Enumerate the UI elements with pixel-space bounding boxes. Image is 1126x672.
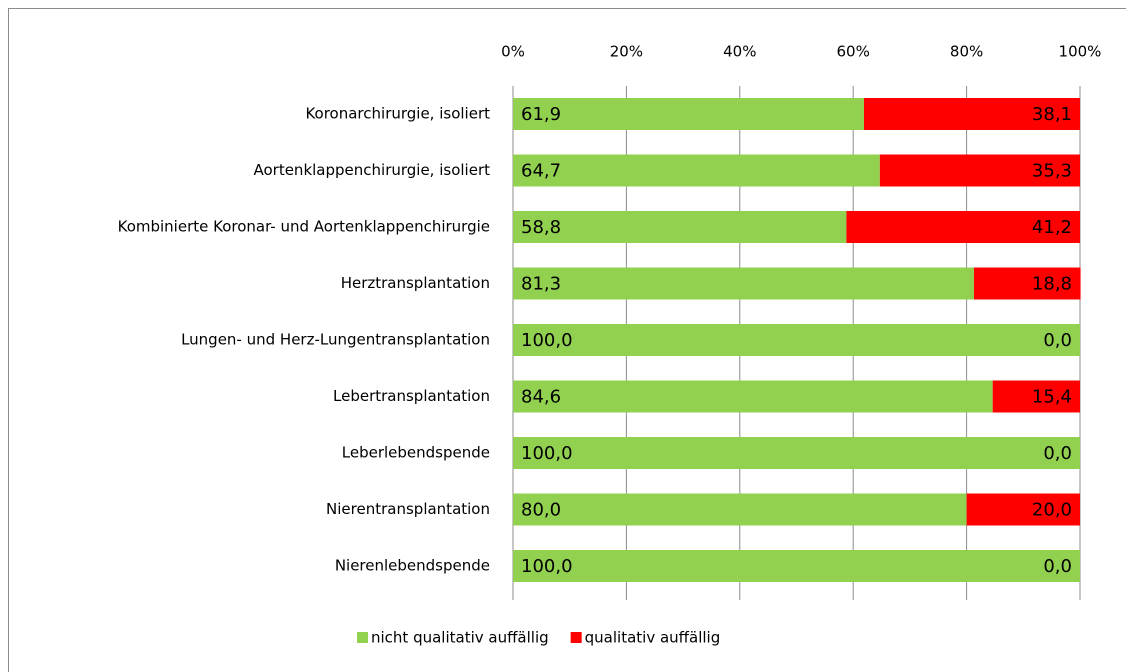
bar-segment: [513, 380, 993, 413]
bar-segment: [513, 324, 1080, 356]
data-label: 84,6: [521, 387, 561, 408]
y-tick-label: Koronarchirurgie, isoliert: [305, 105, 490, 123]
y-tick-label: Aortenklappenchirurgie, isoliert: [253, 161, 490, 179]
bar-segment: [513, 437, 1080, 469]
bar-segment: [513, 211, 847, 243]
bar-segment: [966, 493, 1080, 526]
y-tick-label: Nierentransplantation: [326, 500, 490, 518]
data-label: 0,0: [1043, 556, 1072, 577]
bar-segment: [863, 98, 1080, 130]
x-tick-label: 100%: [1059, 43, 1102, 61]
bar-segment: [513, 267, 974, 300]
bar-segment: [973, 267, 1081, 300]
data-label: 81,3: [521, 274, 561, 295]
data-label: 0,0: [1043, 443, 1072, 464]
y-tick-label: Lungen- und Herz-Lungentransplantation: [181, 331, 490, 349]
x-tick-label: 80%: [950, 43, 983, 61]
data-label: 80,0: [521, 500, 561, 521]
data-label: 58,8: [521, 217, 561, 238]
data-label: 18,8: [1032, 274, 1072, 295]
bar-segment: [879, 154, 1080, 187]
bar-segment: [513, 98, 864, 130]
data-label: 61,9: [521, 104, 561, 125]
bar-segment: [992, 380, 1080, 413]
bar-segment: [513, 550, 1080, 582]
legend-swatch: [570, 632, 582, 643]
x-tick-label: 0%: [501, 43, 525, 61]
bar-segment: [513, 154, 880, 187]
data-label: 41,2: [1032, 217, 1072, 238]
data-label: 35,3: [1032, 161, 1072, 182]
x-tick-label: 40%: [723, 43, 756, 61]
data-label: 100,0: [521, 556, 573, 577]
x-tick-label: 60%: [837, 43, 870, 61]
data-label: 0,0: [1043, 330, 1072, 351]
bar-segment: [846, 211, 1080, 243]
data-label: 100,0: [521, 330, 573, 351]
legend-label: qualitativ auffällig: [585, 629, 721, 647]
data-label: 20,0: [1032, 500, 1072, 521]
y-tick-label: Nierenlebendspende: [335, 557, 490, 575]
y-tick-label: Lebertransplantation: [333, 387, 490, 405]
legend-swatch: [357, 632, 368, 643]
data-label: 100,0: [521, 443, 573, 464]
legend-label: nicht qualitativ auffällig: [371, 629, 549, 647]
y-tick-label: Leberlebendspende: [342, 444, 490, 462]
data-label: 38,1: [1032, 104, 1072, 125]
y-tick-label: Kombinierte Koronar- und Aortenklappench…: [118, 218, 490, 236]
x-tick-label: 20%: [610, 43, 643, 61]
data-label: 15,4: [1032, 387, 1072, 408]
y-tick-label: Herztransplantation: [341, 274, 490, 292]
data-label: 64,7: [521, 161, 561, 182]
bar-segment: [513, 493, 967, 526]
